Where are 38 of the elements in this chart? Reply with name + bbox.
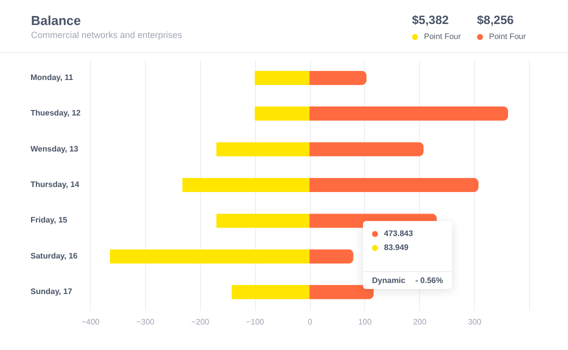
y-tick-label: Wensday, 13 [30, 144, 79, 154]
y-tick-label: Thursday, 14 [30, 180, 80, 189]
y-tick-label: Sunday, 17 [30, 287, 73, 296]
bar [310, 285, 374, 300]
x-tick-label: 200 [413, 318, 427, 326]
annotation: 473.843 [384, 229, 413, 238]
text: $8,256 [477, 13, 515, 27]
chart-subtitle: Commercial networks and enterprises [31, 30, 182, 40]
bar [232, 285, 310, 300]
legend-label: Point Four [489, 32, 526, 41]
x-tick-label: −100 [246, 318, 265, 326]
legend-label: Point Four [424, 32, 461, 41]
y-tick-label: Monday, 11 [30, 72, 74, 82]
bar [110, 249, 310, 264]
x-tick-label: −400 [81, 318, 100, 326]
bar [254, 106, 310, 121]
bar [310, 142, 424, 156]
bar [310, 249, 354, 264]
text: $5,382 [412, 13, 450, 27]
annotation: 83.949 [384, 243, 408, 252]
x-tick-label: −300 [136, 318, 155, 326]
bar [182, 178, 310, 192]
x-tick-label: 100 [358, 318, 372, 326]
bar [216, 142, 310, 156]
x-tick-label: −200 [191, 318, 210, 326]
x-tick-label: 0 [308, 318, 313, 326]
annotation: - 0.56% [415, 276, 443, 285]
y-tick-label: Saturday, 16 [30, 251, 78, 260]
bar [310, 70, 367, 85]
bar [254, 70, 310, 85]
y-tick-label: Friday, 15 [30, 216, 68, 225]
y-tick-label: Thuesday, 12 [30, 108, 82, 118]
x-tick-label: 300 [468, 318, 482, 326]
bar [310, 106, 508, 121]
annotation: Dynamic [372, 276, 406, 285]
bar [216, 214, 310, 228]
bar [310, 178, 479, 192]
chart-title: Balance [31, 13, 81, 28]
